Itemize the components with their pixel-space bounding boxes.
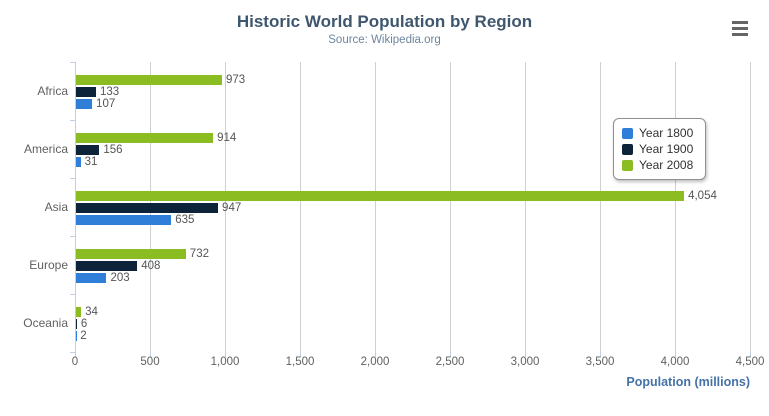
x-axis-tick-label: 1,500 bbox=[285, 356, 315, 368]
legend-swatch bbox=[622, 159, 633, 171]
bar-value-label: 203 bbox=[110, 272, 130, 284]
legend-swatch bbox=[622, 127, 633, 139]
gridline bbox=[525, 62, 526, 352]
bar-america-year-2008[interactable] bbox=[76, 133, 214, 143]
chart-subtitle: Source: Wikipedia.org bbox=[328, 34, 441, 46]
y-axis-tick bbox=[70, 178, 76, 179]
bar-asia-year-1900[interactable] bbox=[76, 203, 219, 213]
bar-america-year-1800[interactable] bbox=[76, 157, 81, 167]
gridline bbox=[450, 62, 451, 352]
gridline bbox=[225, 62, 226, 352]
bar-america-year-1900[interactable] bbox=[76, 145, 100, 155]
bar-value-label: 4,054 bbox=[688, 190, 717, 202]
x-axis-tick bbox=[600, 352, 601, 357]
legend-item-year-2008[interactable]: Year 2008 bbox=[622, 157, 693, 173]
plot-area: 973 133 107 914 156 31 4,054 947 635 732 408 203 34 6… bbox=[70, 62, 751, 357]
x-axis-tick bbox=[750, 352, 751, 357]
bar-value-label: 133 bbox=[99, 86, 120, 98]
category-label: America bbox=[23, 142, 68, 156]
legend-label: Year 1900 bbox=[639, 142, 694, 156]
legend: Year 1800 Year 1900 Year 2008 bbox=[613, 118, 707, 180]
bar-value-label: 34 bbox=[85, 306, 98, 318]
x-axis-tick-label: 2,000 bbox=[360, 356, 390, 368]
gridline bbox=[750, 62, 751, 352]
bar-value-label: 973 bbox=[225, 74, 246, 86]
gridline bbox=[300, 62, 301, 352]
bar-value-label: 2 bbox=[80, 330, 87, 342]
x-axis-tick-label: 1,000 bbox=[210, 356, 240, 368]
bar-value-label: 156 bbox=[103, 144, 123, 156]
bar-value-label: 408 bbox=[141, 260, 161, 272]
bar-oceania-year-1900[interactable] bbox=[76, 319, 77, 329]
x-axis-tick-label: 2,500 bbox=[435, 356, 465, 368]
bar-africa-year-2008[interactable] bbox=[76, 75, 222, 85]
bar-value-label: 107 bbox=[96, 98, 116, 110]
x-axis-title: Population (millions) bbox=[626, 375, 750, 389]
y-axis-tick bbox=[70, 352, 76, 353]
x-axis-tick-label: 500 bbox=[140, 356, 160, 368]
bar-africa-year-1800[interactable] bbox=[76, 99, 93, 109]
legend-item-year-1800[interactable]: Year 1800 bbox=[622, 125, 693, 141]
bar-value-label: 914 bbox=[217, 132, 237, 144]
gridline bbox=[375, 62, 376, 352]
legend-label: Year 1800 bbox=[639, 126, 694, 140]
gridline bbox=[675, 62, 676, 352]
context-menu-button[interactable] bbox=[730, 19, 750, 37]
chart-title: Historic World Population by Region bbox=[236, 12, 533, 31]
bar-value-label: 635 bbox=[175, 214, 195, 226]
category-label: Europe bbox=[29, 258, 68, 272]
x-axis-tick bbox=[75, 352, 76, 357]
x-axis-tick-label: 4,500 bbox=[735, 356, 765, 368]
hamburger-icon bbox=[732, 21, 748, 36]
category-label: Oceania bbox=[23, 316, 68, 330]
y-axis-tick bbox=[70, 62, 76, 63]
bar-value-label: 732 bbox=[189, 248, 209, 260]
bar-value-label: 947 bbox=[222, 202, 242, 214]
bar-africa-year-1900[interactable] bbox=[76, 87, 96, 97]
x-axis-tick-label: 3,000 bbox=[510, 356, 540, 368]
legend-swatch bbox=[622, 143, 633, 155]
category-label: Africa bbox=[37, 84, 68, 98]
bar-europe-year-1800[interactable] bbox=[76, 273, 107, 283]
y-axis-tick bbox=[70, 120, 76, 121]
bar-europe-year-1900[interactable] bbox=[76, 261, 138, 271]
bar-value-label: 31 bbox=[84, 156, 98, 168]
category-label: Asia bbox=[44, 200, 68, 214]
bar-asia-year-2008[interactable] bbox=[76, 191, 685, 201]
bar-asia-year-1800[interactable] bbox=[76, 215, 172, 225]
bar-value-label: 6 bbox=[80, 318, 88, 330]
x-axis-tick bbox=[375, 352, 376, 357]
x-axis-tick bbox=[525, 352, 526, 357]
bar-oceania-year-2008[interactable] bbox=[76, 307, 82, 317]
x-axis-tick bbox=[150, 352, 151, 357]
x-axis-tick-label: 3,500 bbox=[585, 356, 615, 368]
x-axis-tick bbox=[225, 352, 226, 357]
y-axis-tick bbox=[70, 236, 76, 237]
x-axis-tick bbox=[300, 352, 301, 357]
legend-label: Year 2008 bbox=[639, 158, 694, 172]
legend-item-year-1900[interactable]: Year 1900 bbox=[622, 141, 693, 157]
x-axis-tick-label: 0 bbox=[71, 356, 79, 368]
x-axis-tick-label: 4,000 bbox=[660, 356, 690, 368]
x-axis-tick bbox=[450, 352, 451, 357]
bar-europe-year-2008[interactable] bbox=[76, 249, 186, 259]
gridline bbox=[600, 62, 601, 352]
x-axis-tick bbox=[675, 352, 676, 357]
y-axis-tick bbox=[70, 294, 76, 295]
